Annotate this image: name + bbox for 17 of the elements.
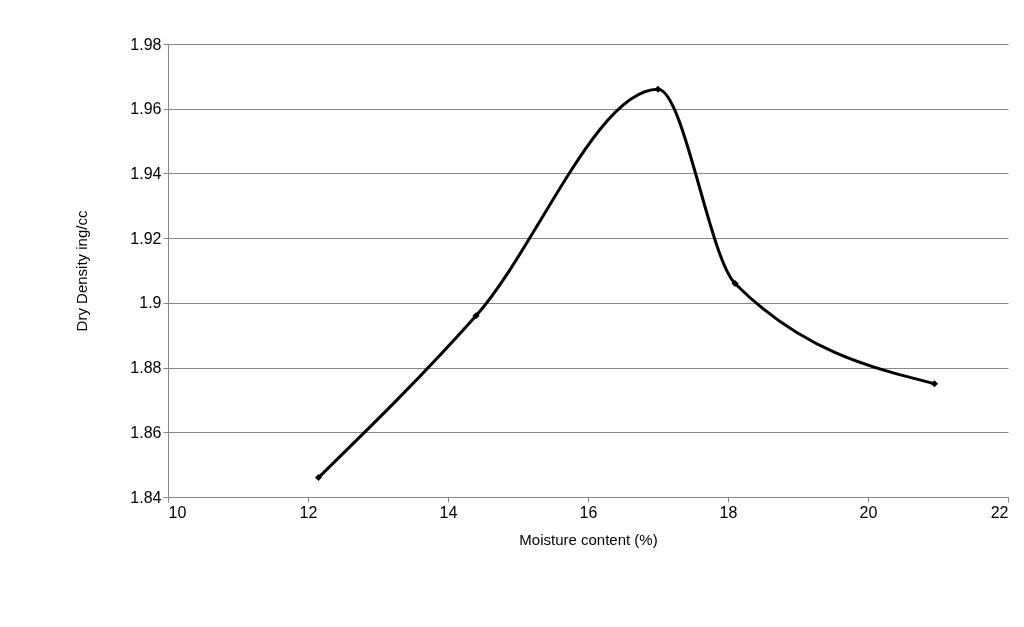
y-tick-label: 1.9 <box>139 294 162 312</box>
x-tick-label: 12 <box>299 503 318 521</box>
x-tick-label: 18 <box>719 503 738 521</box>
x-tick-label: 16 <box>579 503 598 521</box>
y-tick-label: 1.88 <box>130 359 162 377</box>
x-tick-label: 20 <box>859 503 878 521</box>
y-tick-label: 1.96 <box>130 100 162 118</box>
y-tick-label: 1.94 <box>130 164 162 182</box>
y-tick-label: 1.98 <box>130 35 162 53</box>
y-tick-label: 1.92 <box>130 229 162 247</box>
x-tick-label: 10 <box>168 503 187 521</box>
x-axis-title: Moisture content (%) <box>519 530 658 548</box>
x-tick-label: 14 <box>439 503 458 521</box>
y-axis-title: Dry Density ing/cc <box>73 210 91 332</box>
x-tick-label: 22 <box>990 503 1009 521</box>
y-tick-label: 1.84 <box>130 488 162 506</box>
y-tick-label: 1.86 <box>130 423 162 441</box>
